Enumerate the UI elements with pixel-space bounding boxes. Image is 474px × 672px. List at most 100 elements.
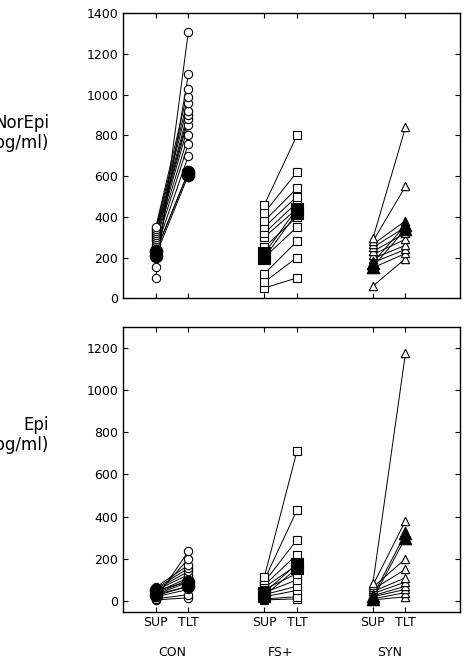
Point (152, 244, 160, 255)
Point (261, 283, 268, 294)
Point (401, 224, 409, 235)
Point (152, 232, 160, 243)
Point (369, 239, 377, 250)
Point (152, 230, 160, 241)
Point (261, 242, 268, 253)
Point (261, 208, 268, 218)
Point (401, 532, 409, 543)
Point (293, 558, 301, 569)
Point (369, 588, 377, 599)
Point (293, 204, 301, 214)
Point (184, 167, 192, 177)
Point (184, 110, 192, 120)
Point (152, 222, 160, 233)
Point (184, 581, 192, 591)
Point (152, 236, 160, 247)
Point (152, 589, 160, 600)
Point (293, 446, 301, 456)
Point (184, 83, 192, 94)
Point (401, 577, 409, 587)
Point (152, 250, 160, 261)
Point (401, 253, 409, 264)
Point (184, 554, 192, 564)
Point (184, 581, 192, 591)
Point (152, 585, 160, 596)
Point (184, 69, 192, 80)
Point (184, 589, 192, 600)
Point (184, 566, 192, 577)
Point (369, 257, 377, 268)
Point (369, 578, 377, 589)
Point (261, 248, 268, 259)
Point (401, 573, 409, 583)
Point (293, 130, 301, 141)
Point (369, 586, 377, 597)
Point (261, 232, 268, 243)
Point (293, 593, 301, 604)
Point (293, 236, 301, 247)
Point (369, 262, 377, 273)
Point (152, 591, 160, 602)
Point (184, 560, 192, 571)
Y-axis label: Epi
(pg/ml): Epi (pg/ml) (0, 415, 49, 454)
Point (261, 595, 268, 605)
Point (184, 569, 192, 580)
Point (261, 590, 268, 601)
Point (184, 593, 192, 603)
Point (152, 593, 160, 604)
Point (152, 240, 160, 251)
Point (184, 151, 192, 161)
Point (401, 528, 409, 539)
Point (261, 268, 268, 279)
Point (293, 222, 301, 233)
Point (293, 563, 301, 574)
Point (184, 573, 192, 583)
Point (184, 138, 192, 149)
Point (152, 224, 160, 235)
Point (293, 534, 301, 545)
Point (401, 584, 409, 595)
Point (184, 170, 192, 181)
Point (401, 248, 409, 259)
Point (152, 246, 160, 257)
Point (369, 590, 377, 601)
Point (261, 222, 268, 233)
Point (293, 212, 301, 222)
Point (401, 181, 409, 192)
Point (293, 273, 301, 284)
Point (152, 273, 160, 284)
Point (293, 191, 301, 202)
Point (184, 577, 192, 587)
Point (261, 228, 268, 239)
Point (401, 554, 409, 564)
Point (184, 26, 192, 37)
Point (293, 252, 301, 263)
Point (152, 261, 160, 272)
Point (293, 198, 301, 208)
Point (369, 249, 377, 260)
Point (152, 590, 160, 601)
Point (293, 183, 301, 194)
Point (293, 167, 301, 177)
Point (401, 220, 409, 230)
Point (369, 253, 377, 264)
Point (261, 591, 268, 602)
Point (293, 208, 301, 218)
Point (369, 595, 377, 605)
Point (401, 234, 409, 245)
Point (293, 575, 301, 585)
Point (369, 584, 377, 595)
Point (184, 130, 192, 141)
Point (261, 575, 268, 585)
Point (261, 582, 268, 593)
Point (261, 200, 268, 210)
Point (261, 577, 268, 587)
Point (261, 571, 268, 582)
Point (184, 91, 192, 102)
Point (184, 106, 192, 116)
Point (184, 114, 192, 124)
Point (152, 587, 160, 598)
Point (401, 228, 409, 239)
Y-axis label: NorEpi
(pg/ml): NorEpi (pg/ml) (0, 114, 49, 153)
Point (152, 593, 160, 604)
